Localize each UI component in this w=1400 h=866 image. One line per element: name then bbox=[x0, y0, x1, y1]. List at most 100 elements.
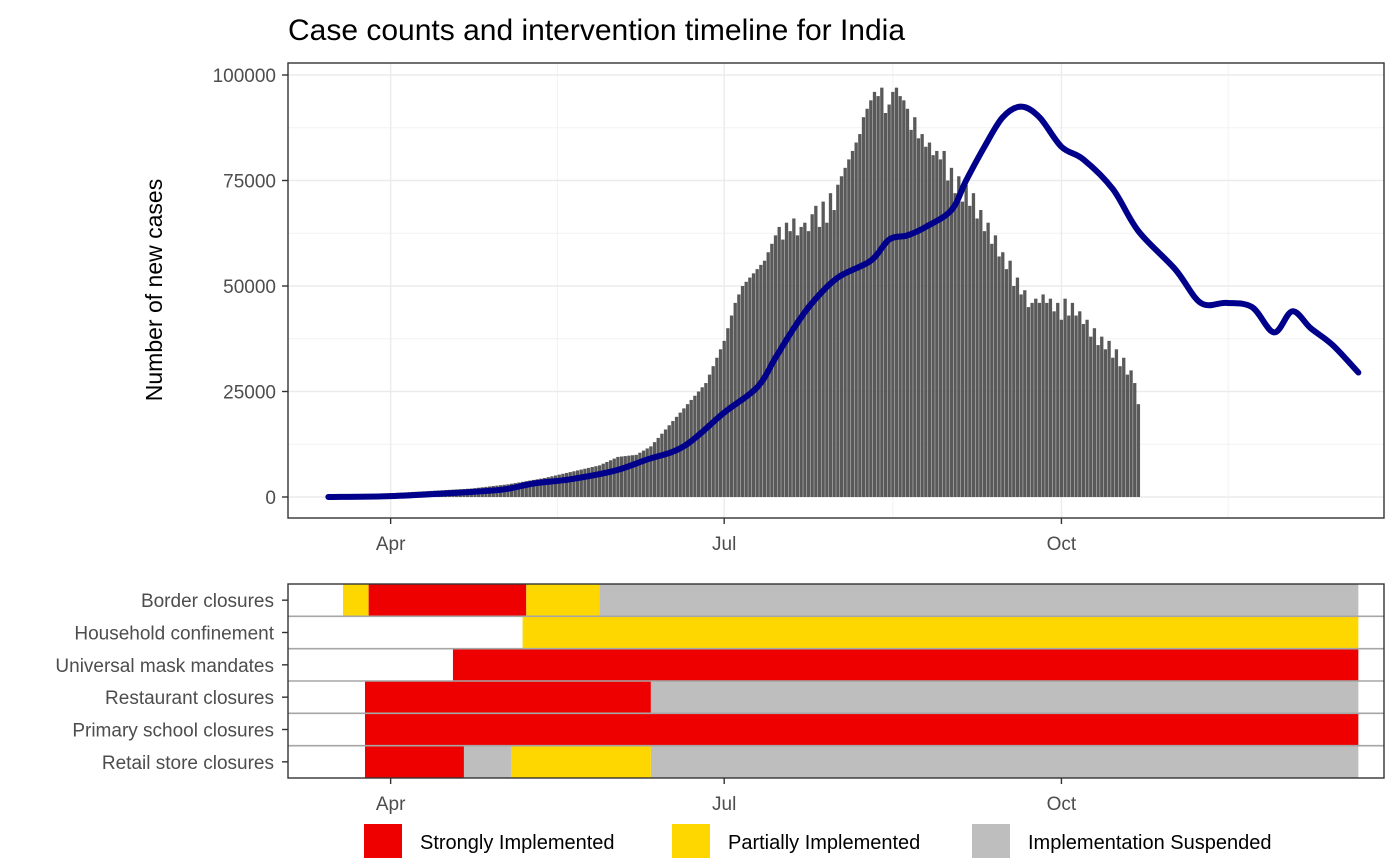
case-bar bbox=[1045, 302, 1049, 497]
case-bar bbox=[1056, 302, 1060, 497]
case-bar bbox=[795, 235, 800, 498]
case-bar bbox=[1107, 340, 1111, 497]
case-bar bbox=[1008, 260, 1012, 497]
case-bar bbox=[568, 472, 572, 497]
case-bar bbox=[825, 222, 829, 497]
case-bar bbox=[920, 134, 924, 497]
case-bar bbox=[674, 416, 679, 497]
case-bar bbox=[1133, 383, 1137, 497]
case-bar bbox=[799, 226, 803, 498]
case-bar bbox=[671, 421, 675, 497]
case-bar bbox=[1070, 302, 1075, 497]
case-bar bbox=[682, 408, 686, 497]
case-bar bbox=[1067, 315, 1071, 497]
case-bar bbox=[964, 184, 968, 497]
case-bar bbox=[839, 176, 844, 497]
case-bar bbox=[891, 91, 895, 497]
case-bar bbox=[832, 210, 836, 498]
case-bar bbox=[718, 349, 723, 497]
case-bar bbox=[1078, 311, 1082, 497]
case-bar bbox=[740, 286, 745, 497]
case-bar bbox=[583, 468, 587, 497]
intervention-panel: Border closures Household confinement Univ… bbox=[55, 583, 1385, 815]
intervention-segment bbox=[650, 681, 1359, 714]
y-tick-label: 0 bbox=[265, 488, 276, 509]
intervention-segment bbox=[463, 745, 512, 778]
legend-key bbox=[364, 824, 402, 858]
case-bar bbox=[700, 387, 704, 497]
case-bar bbox=[960, 201, 965, 497]
case-bar bbox=[751, 273, 756, 497]
case-bar bbox=[1081, 323, 1086, 497]
y-tick-label: 25000 bbox=[223, 383, 276, 404]
case-bar bbox=[737, 294, 741, 497]
intervention-segment bbox=[452, 648, 1359, 681]
case-bar bbox=[1048, 298, 1053, 497]
x-tick-label: Oct bbox=[1047, 534, 1077, 555]
case-bar bbox=[553, 475, 558, 497]
intervention-segment bbox=[364, 745, 464, 778]
chart-title: Case counts and intervention timeline fo… bbox=[288, 14, 905, 47]
case-bar bbox=[733, 302, 737, 497]
legend-label: Implementation Suspended bbox=[1028, 832, 1272, 854]
case-bar bbox=[678, 412, 682, 497]
case-bar bbox=[564, 472, 569, 497]
case-bar bbox=[649, 446, 653, 497]
x-tick-label: Jul bbox=[712, 794, 736, 815]
case-bar bbox=[777, 226, 781, 498]
case-bar bbox=[913, 117, 917, 497]
case-bar bbox=[781, 239, 785, 497]
case-bar bbox=[1074, 315, 1078, 497]
case-bar bbox=[817, 226, 822, 498]
case-bar bbox=[828, 193, 833, 497]
case-bar bbox=[623, 456, 627, 497]
case-bar bbox=[880, 87, 884, 497]
case-bar bbox=[645, 448, 649, 497]
case-bar bbox=[612, 458, 616, 497]
x-tick-label: Jul bbox=[712, 534, 736, 555]
case-bar bbox=[685, 404, 690, 497]
case-bar bbox=[539, 478, 543, 497]
case-bar bbox=[579, 469, 583, 497]
case-bar bbox=[744, 281, 748, 497]
case-bar bbox=[722, 340, 726, 497]
case-bar bbox=[861, 117, 866, 497]
case-bar bbox=[575, 470, 580, 497]
case-bar bbox=[704, 383, 708, 497]
case-bar bbox=[660, 433, 664, 497]
case-bar bbox=[1125, 374, 1130, 497]
x-tick-label: Apr bbox=[376, 534, 406, 555]
intervention-segment bbox=[522, 616, 1359, 649]
case-bar bbox=[953, 193, 957, 497]
legend-label: Partially Implemented bbox=[728, 832, 920, 854]
x-tick-label: Oct bbox=[1047, 794, 1077, 815]
case-bar bbox=[942, 150, 946, 497]
cases-panel: 0 25000 50000 75000 100000 Apr Jul Oct Number … bbox=[141, 62, 1385, 555]
case-bar bbox=[715, 357, 719, 497]
case-bar bbox=[898, 96, 902, 497]
case-bar bbox=[572, 471, 576, 497]
case-bar bbox=[627, 455, 631, 497]
case-bar bbox=[869, 100, 873, 497]
case-bar bbox=[656, 437, 660, 497]
case-bar bbox=[619, 456, 624, 497]
case-bar bbox=[546, 477, 550, 497]
case-bar bbox=[957, 176, 961, 497]
intervention-panel-border bbox=[287, 583, 1385, 779]
case-bar bbox=[883, 112, 888, 497]
case-bar bbox=[1059, 319, 1064, 497]
case-bar bbox=[872, 91, 877, 497]
case-bar bbox=[693, 395, 697, 497]
case-bar bbox=[836, 184, 840, 497]
case-bar bbox=[927, 142, 932, 497]
case-bar bbox=[821, 201, 825, 497]
case-bar bbox=[594, 466, 598, 497]
case-bar bbox=[1092, 328, 1097, 497]
case-bar bbox=[990, 243, 994, 497]
case-bar bbox=[696, 391, 701, 497]
case-bar bbox=[561, 473, 565, 497]
case-bar bbox=[1015, 277, 1020, 497]
case-bar bbox=[1019, 294, 1023, 497]
case-bar bbox=[975, 218, 979, 498]
case-bar bbox=[847, 159, 851, 497]
